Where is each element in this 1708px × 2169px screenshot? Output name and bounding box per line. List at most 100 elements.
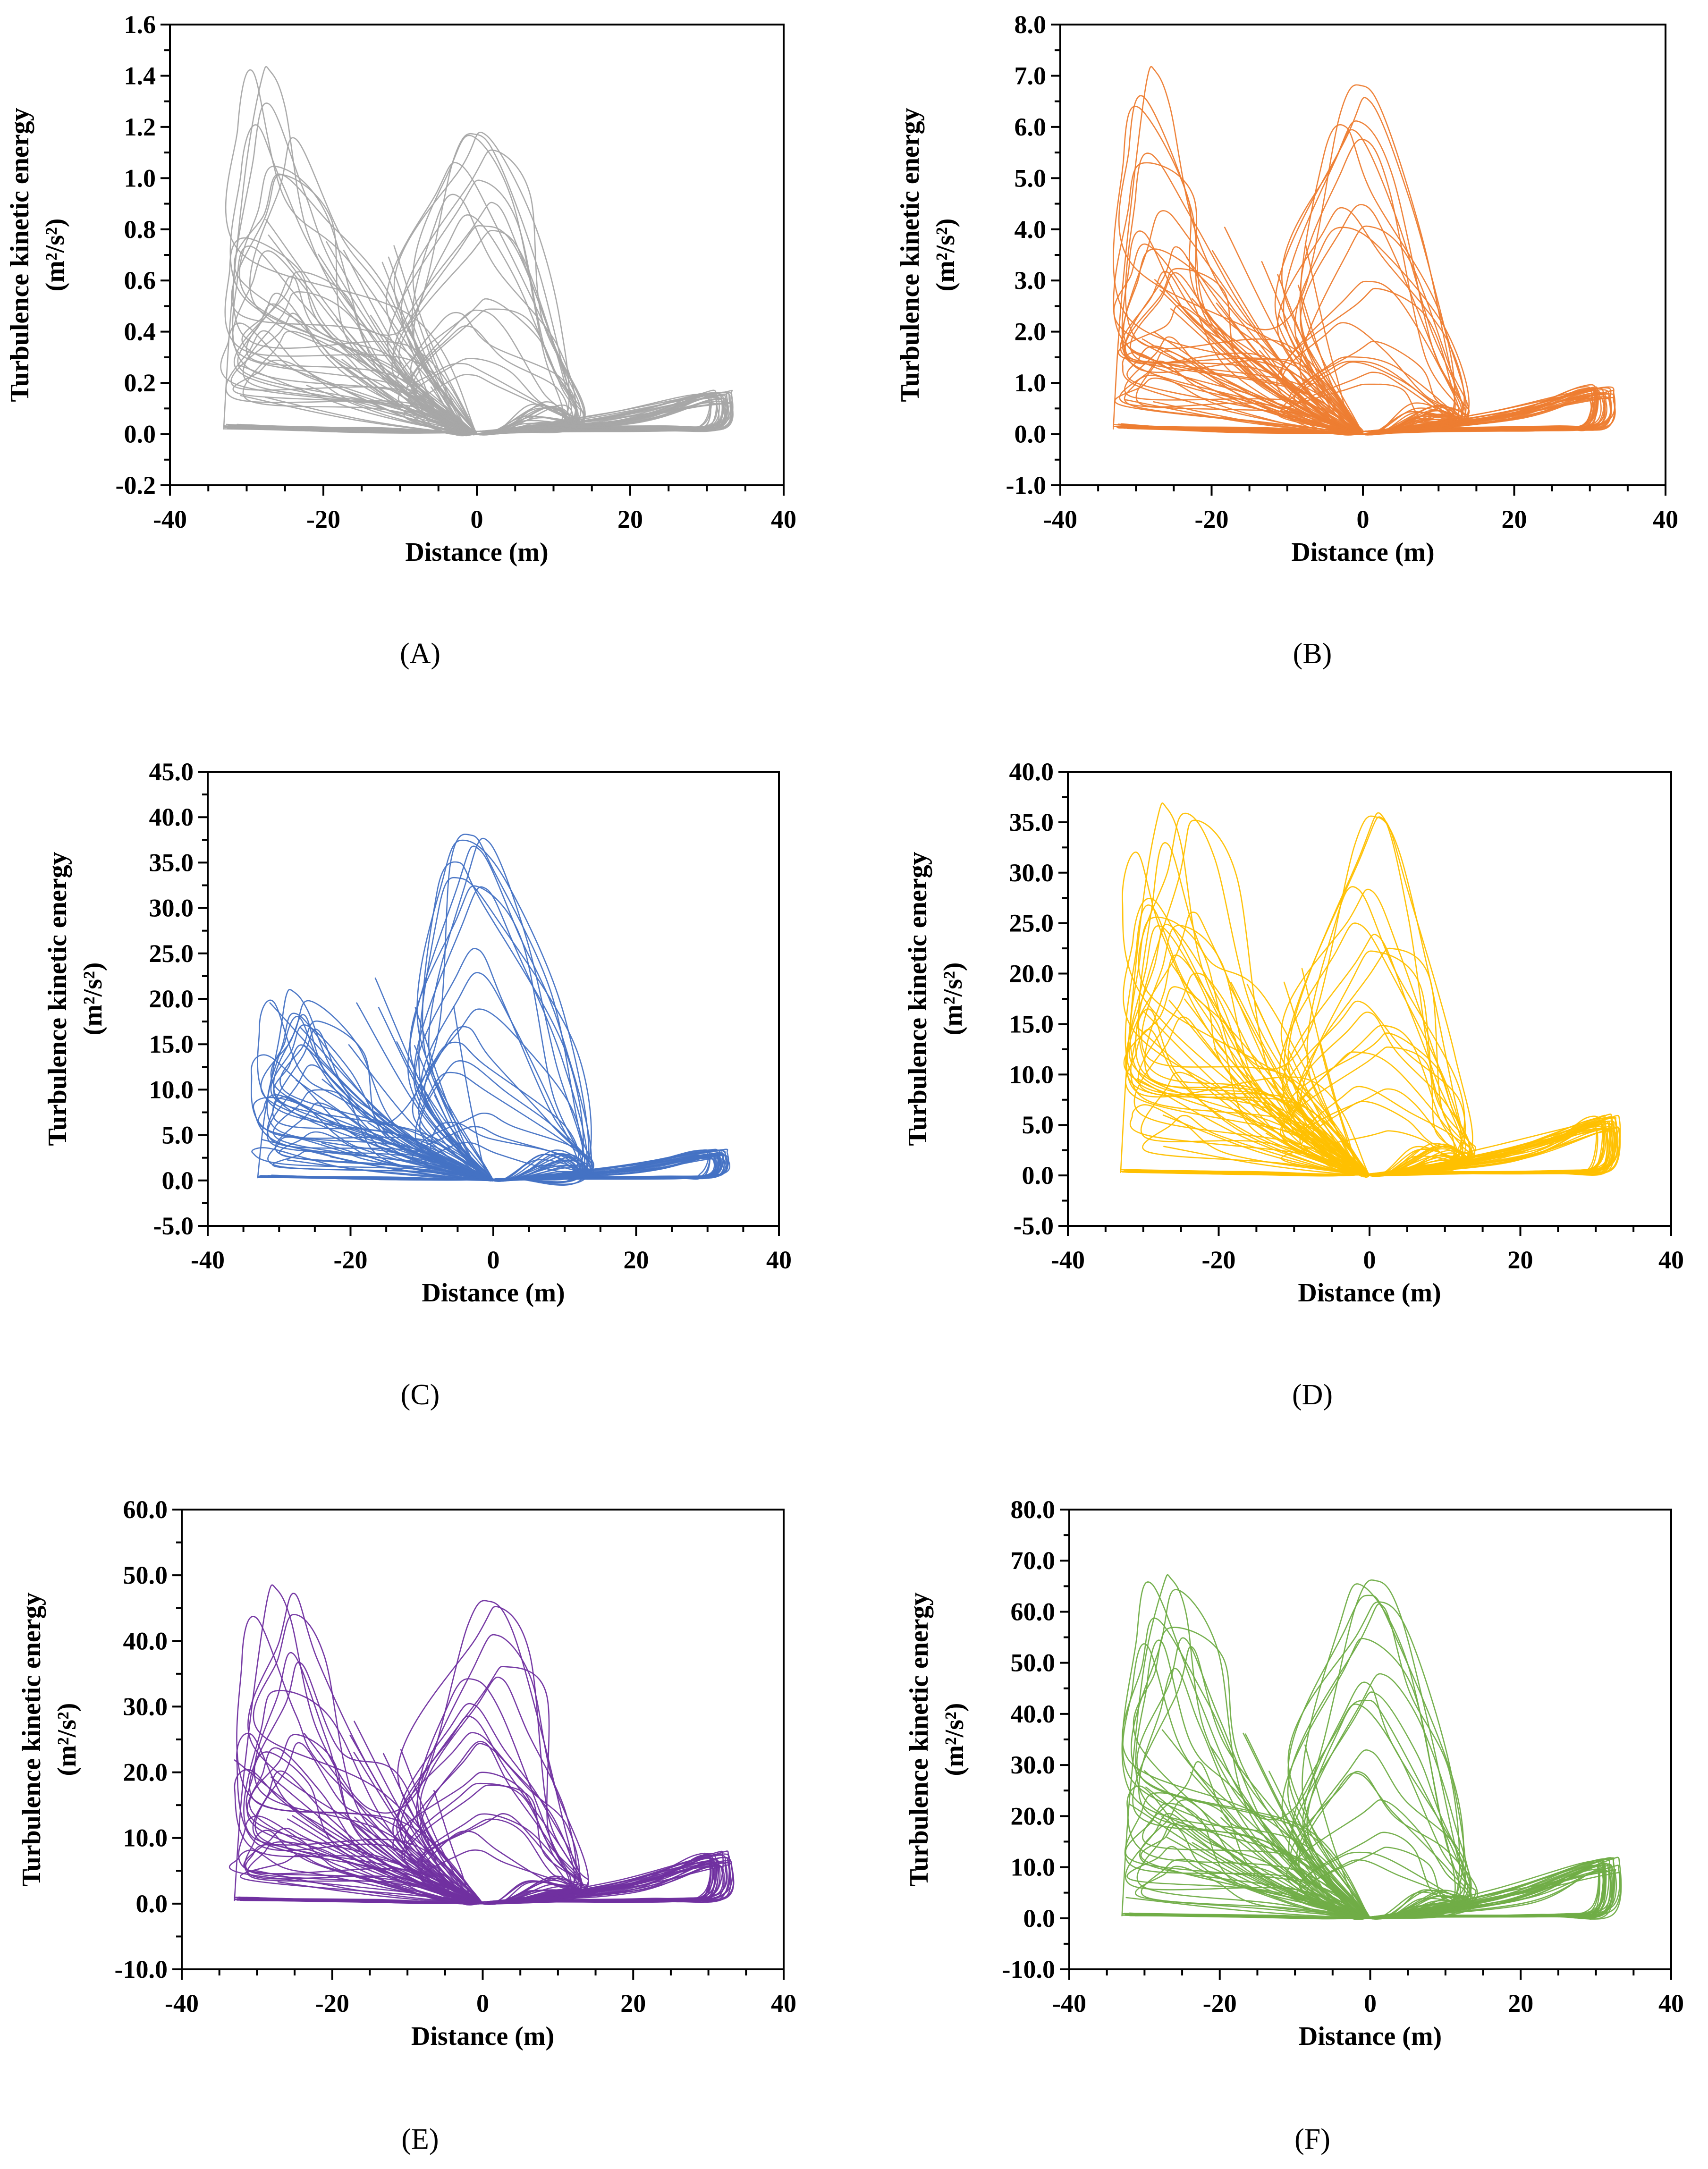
x-tick-label: 0	[471, 505, 483, 533]
series-line	[1214, 1048, 1463, 1177]
x-tick-label: 40	[766, 1246, 792, 1274]
y-tick-label: 45.0	[149, 758, 194, 786]
series-line	[296, 1080, 591, 1182]
x-tick-label: -20	[1202, 1246, 1236, 1274]
series-lines	[1112, 66, 1616, 436]
series-line	[247, 1593, 483, 1905]
x-tick-label: 0	[487, 1246, 500, 1274]
y-tick-label: -0.2	[116, 471, 156, 499]
y-tick-label: 0.0	[1022, 1161, 1054, 1190]
series-line	[303, 1044, 594, 1182]
y-tick-label: 40.0	[1009, 758, 1054, 786]
series-line	[1130, 1857, 1615, 1920]
series-line	[1122, 352, 1364, 435]
series-line	[1126, 1846, 1371, 1919]
x-tick-label: -20	[315, 1989, 349, 2017]
x-tick-label: 0	[1363, 1246, 1376, 1274]
chart-panel-b: -40 -20 0 20 40 -1.0 0.0 1.0 2.0 3.0 4.0 5.0 6.0 7.0 8…	[896, 10, 1678, 670]
series-line	[234, 1584, 589, 1905]
series-line	[1118, 95, 1364, 435]
series-lines	[220, 66, 734, 437]
series-line	[235, 1863, 719, 1905]
series-line	[1129, 1114, 1621, 1177]
x-tick-label: 40	[1653, 505, 1678, 533]
y-tick-label: 0.0	[136, 1890, 168, 1918]
x-tick-label: 40	[1658, 1246, 1684, 1274]
series-line	[1154, 331, 1459, 435]
y-tick-label: 1.2	[124, 113, 156, 141]
y-tick-label: 0.0	[124, 420, 156, 448]
x-axis-title: Distance (m)	[422, 1278, 565, 1308]
series-line	[1124, 1121, 1611, 1177]
x-tick-label: -20	[334, 1246, 368, 1274]
y-axis-title: Turbulence kinetic energy	[17, 1592, 46, 1886]
y-tick-label: -5.0	[153, 1212, 194, 1240]
y-tick-label: 0.2	[124, 369, 156, 397]
y-tick-label: -10.0	[1002, 1955, 1055, 1983]
series-line	[1129, 916, 1370, 1176]
series-line	[257, 834, 594, 1182]
y-tick-label: -10.0	[115, 1955, 168, 1983]
x-axis-title: Distance (m)	[405, 538, 548, 567]
series-line	[420, 1740, 572, 1905]
y-tick-label: 0.0	[162, 1166, 194, 1195]
y-tick-label: 15.0	[1009, 1010, 1054, 1038]
series-line	[1125, 1897, 1473, 1919]
series-line	[271, 1151, 724, 1182]
series-line	[1230, 981, 1471, 1177]
series-line	[239, 165, 478, 435]
y-axis-unit: (m²/s²)	[940, 1703, 969, 1776]
series-line	[249, 1662, 483, 1906]
series-line	[1132, 1117, 1617, 1176]
y-tick-label: 1.0	[124, 164, 156, 192]
y-tick-label: 10.0	[1011, 1853, 1056, 1882]
series-line	[1283, 120, 1466, 435]
y-axis-unit: (m²/s²)	[939, 962, 968, 1036]
y-axis-unit: (m²/s²)	[41, 219, 70, 292]
series-line	[1301, 968, 1470, 1177]
series-line	[228, 1849, 483, 1905]
series-line	[1126, 925, 1370, 1176]
series-line	[1163, 1146, 1465, 1176]
series-line	[1281, 129, 1464, 435]
y-tick-label: 40.0	[123, 1627, 168, 1655]
panel-label: (B)	[1293, 638, 1332, 670]
y-tick-label: 0.0	[1023, 1904, 1056, 1933]
x-tick-label: 20	[1508, 1246, 1533, 1274]
x-tick-label: 20	[1502, 505, 1527, 533]
series-line	[246, 1841, 483, 1905]
y-axis-unit: (m²/s²)	[931, 219, 960, 292]
series-line	[356, 1002, 588, 1182]
series-line	[223, 66, 585, 435]
series-line	[1161, 1729, 1464, 1920]
series-line	[1129, 1104, 1370, 1176]
y-tick-label: 30.0	[123, 1692, 168, 1721]
series-line	[1119, 388, 1598, 435]
y-tick-label: 40.0	[149, 803, 194, 831]
chart-panel-f: -40 -20 0 20 40 -10.0 0.0 10.0 20.0 30.0 40.0 50.0 6…	[905, 1495, 1684, 2155]
series-line	[1133, 1627, 1371, 1920]
series-line	[253, 1097, 494, 1182]
series-line	[1137, 1027, 1465, 1177]
series-line	[241, 292, 478, 435]
series-line	[453, 1005, 581, 1182]
chart-panel-d: -40 -20 0 20 40 -5.0 0.0 5.0 10.0 15.0 20.0 25.0 30.…	[903, 758, 1684, 1411]
x-tick-label: -40	[1051, 1246, 1085, 1274]
plot-area	[1059, 24, 1666, 486]
series-line	[1170, 963, 1475, 1177]
y-tick-label: 20.0	[123, 1758, 168, 1787]
y-axis-title: Turbulence kinetic energy	[43, 852, 72, 1146]
y-tick-label: 3.0	[1015, 266, 1047, 295]
y-tick-label: 80.0	[1011, 1495, 1056, 1524]
y-tick-label: 10.0	[149, 1075, 194, 1104]
x-tick-label: -20	[1195, 505, 1229, 533]
y-tick-label: 1.4	[124, 61, 156, 90]
series-line	[422, 861, 584, 1183]
y-tick-label: 60.0	[1011, 1597, 1056, 1626]
series-line	[1136, 1637, 1371, 1919]
series-line	[245, 1751, 483, 1905]
series-line	[1287, 1601, 1467, 1919]
series-line	[321, 1142, 597, 1182]
series-line	[1142, 1011, 1469, 1177]
